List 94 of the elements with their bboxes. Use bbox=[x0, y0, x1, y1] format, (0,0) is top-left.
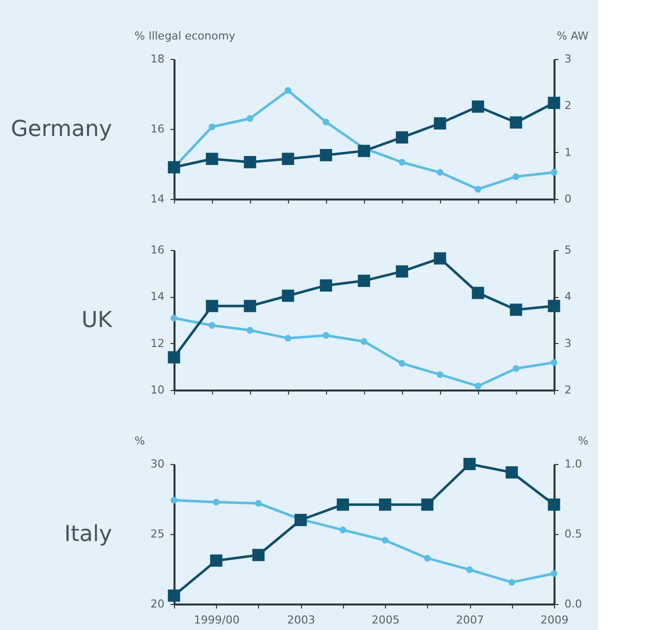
y2-tick-label: 4 bbox=[564, 290, 572, 304]
text: Germany bbox=[10, 117, 112, 142]
point bbox=[322, 332, 330, 339]
text: UK bbox=[81, 308, 113, 333]
point bbox=[322, 118, 330, 126]
y2-tick-label: 1 bbox=[564, 146, 572, 159]
y-axis-title: % Illegal economy bbox=[134, 30, 236, 42]
point bbox=[210, 554, 222, 567]
point bbox=[282, 152, 294, 165]
point bbox=[320, 149, 332, 162]
point bbox=[472, 286, 484, 300]
y2-tick-label: 2 bbox=[564, 99, 572, 112]
point bbox=[208, 322, 216, 329]
y2-tick-label: 0.5 bbox=[564, 528, 582, 540]
y-tick-label: 14 bbox=[150, 290, 164, 304]
y2-axis-title: % bbox=[578, 434, 588, 448]
point bbox=[246, 115, 254, 122]
point bbox=[294, 514, 307, 526]
point bbox=[208, 124, 216, 130]
point bbox=[244, 156, 256, 168]
point bbox=[396, 265, 408, 278]
x-tick-label: 2009 bbox=[540, 614, 568, 626]
point bbox=[512, 365, 520, 372]
x-tick-label: 2003 bbox=[287, 614, 316, 626]
point bbox=[244, 300, 256, 312]
y2-tick-label: 3 bbox=[564, 336, 572, 350]
point bbox=[358, 144, 370, 158]
y-tick-label: 25 bbox=[150, 528, 164, 540]
point bbox=[472, 100, 484, 113]
point bbox=[436, 169, 444, 176]
point bbox=[212, 498, 220, 506]
y-tick-label: 30 bbox=[150, 458, 164, 470]
point bbox=[252, 548, 265, 562]
x-tick-label: 2007 bbox=[456, 614, 484, 626]
point bbox=[336, 498, 350, 511]
y-tick-label: 20 bbox=[150, 598, 164, 610]
point bbox=[548, 498, 560, 511]
point bbox=[378, 498, 392, 511]
point bbox=[170, 314, 178, 322]
y2-tick-label: 0 bbox=[564, 192, 572, 206]
point bbox=[382, 536, 388, 544]
point bbox=[360, 338, 368, 345]
point bbox=[206, 152, 218, 165]
point bbox=[246, 326, 254, 334]
point bbox=[424, 554, 431, 562]
y-tick-label: 18 bbox=[150, 52, 164, 66]
point bbox=[168, 161, 180, 174]
point bbox=[284, 87, 292, 94]
point bbox=[508, 578, 516, 586]
point bbox=[512, 173, 520, 180]
y2-tick-label: 1.0 bbox=[564, 458, 582, 470]
y-tick-label: 12 bbox=[150, 336, 164, 350]
point bbox=[320, 279, 332, 292]
x-tick-label: 2005 bbox=[372, 614, 400, 626]
point bbox=[550, 359, 558, 366]
point bbox=[550, 570, 558, 577]
point bbox=[548, 300, 560, 312]
point bbox=[398, 360, 406, 367]
point bbox=[170, 496, 178, 504]
point bbox=[474, 186, 482, 193]
text: Italy bbox=[64, 522, 112, 547]
y-axis-title: % bbox=[134, 434, 145, 448]
point bbox=[398, 158, 406, 166]
y2-tick-label: 3 bbox=[564, 52, 572, 66]
point bbox=[436, 371, 444, 378]
x-tick-label: 1999/00 bbox=[194, 614, 240, 626]
point bbox=[506, 466, 518, 479]
point bbox=[510, 116, 522, 129]
y-tick-label: 10 bbox=[150, 384, 164, 396]
point bbox=[206, 300, 218, 312]
point bbox=[466, 566, 473, 574]
point bbox=[463, 458, 476, 470]
y2-tick-label: 0.0 bbox=[564, 598, 582, 610]
y-tick-label: 14 bbox=[150, 192, 164, 206]
point bbox=[255, 500, 262, 507]
point bbox=[421, 498, 434, 511]
point bbox=[550, 169, 558, 176]
point bbox=[168, 351, 180, 364]
y-tick-label: 16 bbox=[150, 122, 164, 136]
point bbox=[474, 382, 482, 390]
point bbox=[168, 589, 180, 602]
point bbox=[548, 96, 560, 109]
point bbox=[510, 304, 522, 316]
y2-axis-title: % AW bbox=[556, 30, 589, 42]
point bbox=[358, 274, 370, 287]
point bbox=[434, 252, 446, 265]
point bbox=[282, 290, 294, 302]
point bbox=[284, 334, 292, 342]
y2-tick-label: 2 bbox=[564, 384, 572, 396]
point bbox=[434, 117, 446, 130]
y2-tick-label: 5 bbox=[564, 244, 572, 256]
point bbox=[340, 526, 346, 534]
y-tick-label: 16 bbox=[150, 244, 164, 256]
point bbox=[396, 131, 408, 144]
